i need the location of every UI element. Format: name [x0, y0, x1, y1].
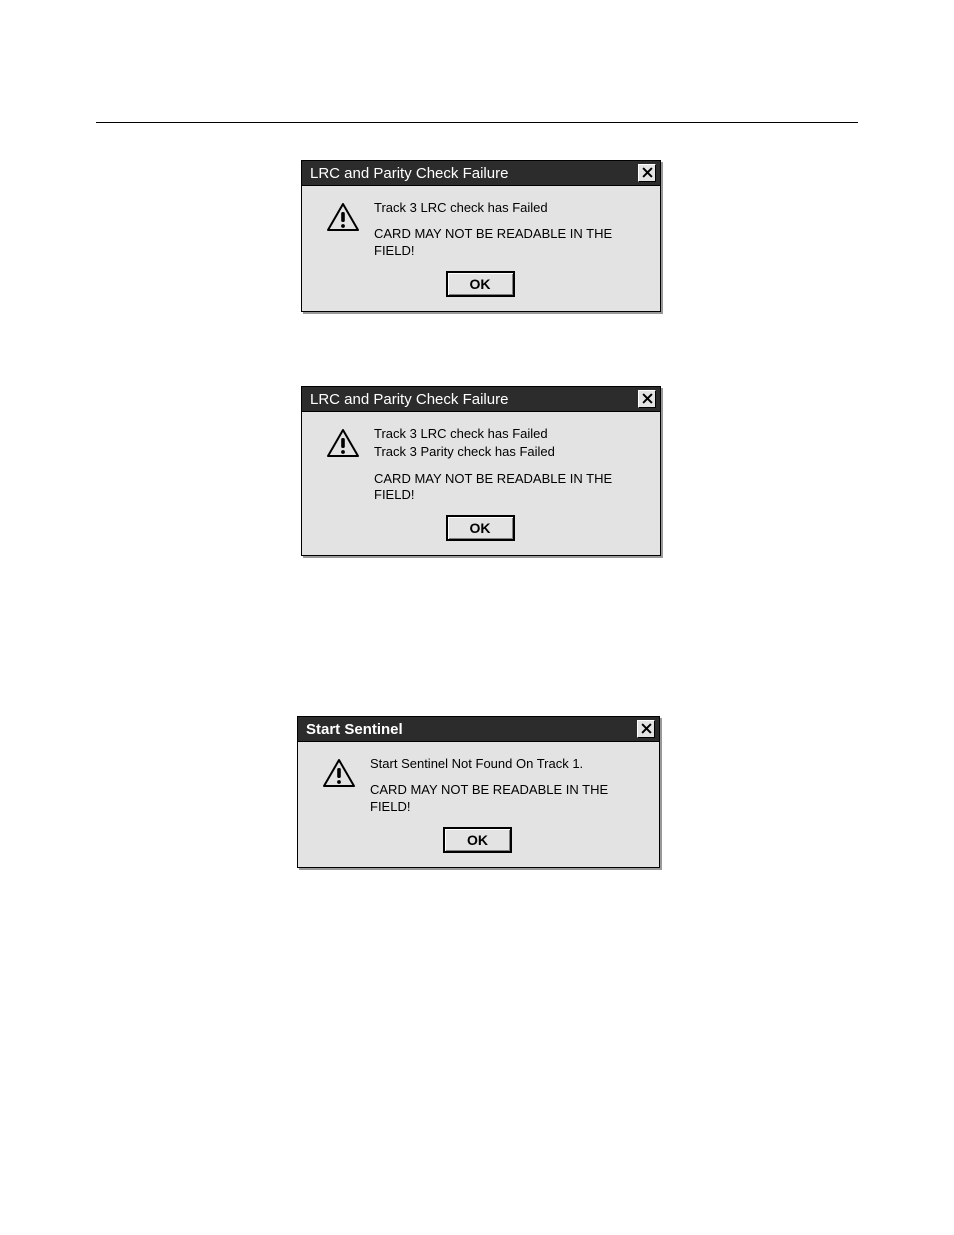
dialog-content-row: Track 3 LRC check has Failed Track 3 Par… [312, 426, 648, 503]
message-column: Track 3 LRC check has Failed CARD MAY NO… [374, 200, 648, 259]
message-column: Start Sentinel Not Found On Track 1. CAR… [370, 756, 647, 815]
warning-icon [322, 758, 356, 793]
titlebar: LRC and Parity Check Failure [302, 161, 660, 186]
dialog-start-sentinel: Start Sentinel Start Sentinel Not Found … [297, 716, 660, 868]
message-line: Track 3 Parity check has Failed [374, 444, 648, 460]
dialog-body: Track 3 LRC check has Failed Track 3 Par… [302, 412, 660, 555]
message-line: Start Sentinel Not Found On Track 1. [370, 756, 647, 772]
icon-column [312, 426, 374, 463]
ok-button[interactable]: OK [443, 827, 512, 853]
button-row: OK [312, 271, 648, 297]
ok-button[interactable]: OK [446, 515, 515, 541]
message-warning: CARD MAY NOT BE READABLE IN THE FIELD! [374, 226, 648, 259]
dialog-content-row: Track 3 LRC check has Failed CARD MAY NO… [312, 200, 648, 259]
button-row: OK [312, 515, 648, 541]
dialog-body: Start Sentinel Not Found On Track 1. CAR… [298, 742, 659, 867]
titlebar: Start Sentinel [298, 717, 659, 742]
icon-column [312, 200, 374, 237]
titlebar-text: LRC and Parity Check Failure [310, 165, 638, 182]
warning-icon [326, 428, 360, 463]
icon-column [308, 756, 370, 793]
titlebar-text: Start Sentinel [306, 721, 637, 738]
titlebar-text: LRC and Parity Check Failure [310, 391, 638, 408]
ok-button[interactable]: OK [446, 271, 515, 297]
horizontal-rule [96, 122, 858, 123]
message-warning: CARD MAY NOT BE READABLE IN THE FIELD! [370, 782, 647, 815]
close-icon [642, 165, 653, 182]
titlebar: LRC and Parity Check Failure [302, 387, 660, 412]
button-row: OK [308, 827, 647, 853]
message-column: Track 3 LRC check has Failed Track 3 Par… [374, 426, 648, 503]
dialog-body: Track 3 LRC check has Failed CARD MAY NO… [302, 186, 660, 311]
close-button[interactable] [637, 720, 655, 738]
dialog-lrc-parity-failure-1: LRC and Parity Check Failure Track 3 LRC… [301, 160, 661, 312]
close-icon [642, 391, 653, 408]
message-line: Track 3 LRC check has Failed [374, 200, 648, 216]
message-warning: CARD MAY NOT BE READABLE IN THE FIELD! [374, 471, 648, 504]
warning-icon [326, 202, 360, 237]
close-button[interactable] [638, 164, 656, 182]
dialog-content-row: Start Sentinel Not Found On Track 1. CAR… [308, 756, 647, 815]
close-button[interactable] [638, 390, 656, 408]
close-icon [641, 721, 652, 738]
message-line: Track 3 LRC check has Failed [374, 426, 648, 442]
dialog-lrc-parity-failure-2: LRC and Parity Check Failure Track 3 LRC… [301, 386, 661, 556]
